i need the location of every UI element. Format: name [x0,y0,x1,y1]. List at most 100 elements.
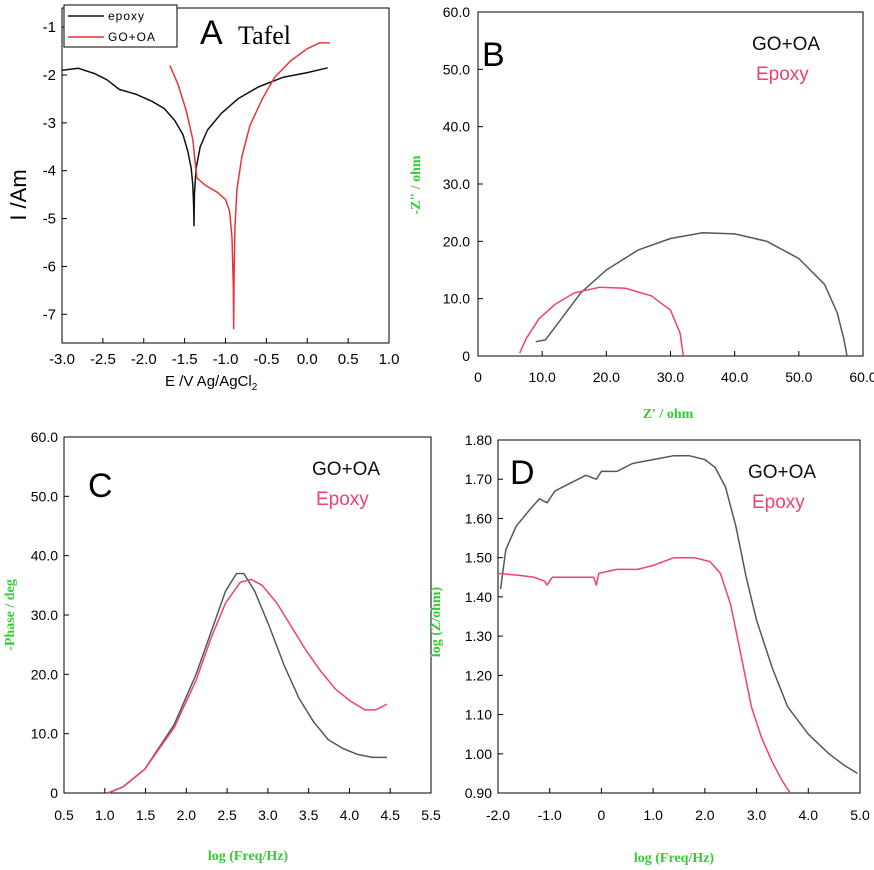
panel-a-series-go-oa [169,42,331,330]
panel-c-plot [107,572,388,794]
panel-a-xtick-label: -2.5 [90,351,116,368]
panel-d-xtick-label: -2.0 [486,807,510,823]
panel-d-xticks: -2.0 -1.0 0 1.0 2.0 3.0 4.0 5.0 [486,788,870,823]
panel-d-xtick-label: 0 [598,807,606,823]
panel-c-ylabel: -Phase / deg [3,579,18,651]
panel-c-xtick-label: 5.5 [421,807,441,823]
panel-b-series-go-oa [535,231,848,357]
panel-d-ytick-label: 1.30 [465,628,492,644]
panel-b-series-epoxy [519,286,685,357]
panel-a-legend-box [63,4,178,48]
panel-a-ylabel: I /Am [6,169,31,220]
panel-a-ytick-label: -4 [43,163,56,180]
panel-a-xtick-label: -3.0 [49,351,75,368]
panel-b-ytick-label: 40.0 [443,119,470,135]
panel-c-yticks: 0 10.0 20.0 30.0 40.0 50.0 60.0 [31,429,69,801]
panel-b-legend-epoxy: Epoxy [756,64,809,85]
panel-c-xtick-label: 3.0 [258,807,278,823]
panel-d-frame [497,439,861,794]
panel-a-ytick-label: -5 [43,211,56,228]
panel-d-ytick-label: 1.60 [465,510,492,526]
panel-b-xtick-label: 40.0 [721,369,748,385]
panel-c-xtick-label: 4.0 [340,807,360,823]
panel-d-plot [497,454,858,794]
panel-b-ytick-label: 10.0 [443,291,470,307]
panel-c-legend-go-oa: GO+OA [312,459,380,480]
panel-a: -3.0 -2.5 -2.0 -1.5 -1.0 -0.5 0.0 0.5 1.0 -1 -2 -3… [6,4,400,393]
panel-b-xtick-label: 50.0 [785,369,812,385]
panel-d-ylabel: log (Z/ohm) [429,586,444,657]
panel-d-xtick-label: -1.0 [538,807,562,823]
panel-d-xtick-label: 4.0 [799,807,819,823]
panel-b-ytick-label: 50.0 [443,61,470,77]
panel-b-letter: B [482,36,505,74]
panel-a-letter: A [200,14,223,52]
panel-c-xtick-label: 1.5 [136,807,156,823]
panel-d-ytick-label: 1.70 [465,471,492,487]
panel-a-ytick-label: -1 [43,19,56,36]
panel-c-ytick-label: 50.0 [31,488,58,504]
panel-a-series-epoxy [61,67,328,227]
panel-b-yticks: 0 10.0 20.0 30.0 40.0 50.0 60.0 [443,4,483,364]
panel-d-ytick-label: 1.00 [465,746,492,762]
panel-b-ytick-label: 60.0 [443,4,470,20]
panel-c-xticks: 0.5 1.0 1.5 2.0 2.5 3.0 3.5 4.0 4.5 5.5 [54,788,441,823]
panel-a-xtick-label: 0.0 [297,351,318,368]
panel-d-xtick-label: 1.0 [643,807,663,823]
panel-a-xtick-label: 0.5 [338,351,359,368]
panel-d-legend-epoxy: Epoxy [752,492,805,513]
panel-d-xtick-label: 5.0 [850,807,870,823]
panel-a-ytick-label: -6 [43,258,56,275]
panel-a-xlabel-main: E /V Ag/AgCl [165,373,252,390]
panel-b-ytick-label: 20.0 [443,233,470,249]
panel-c-series-epoxy [107,578,388,794]
panel-d-series-epoxy [497,556,791,794]
panel-c-ytick-label: 10.0 [31,726,58,742]
panel-b-ytick-label: 0 [462,348,470,364]
panel-c: 0.5 1.0 1.5 2.0 2.5 3.0 3.5 4.0 4.5 5.5 0 10.0 20.0… [3,429,441,864]
panel-b-legend-go-oa: GO+OA [752,34,820,55]
panel-c-series-go-oa [107,572,387,794]
panel-c-ytick-label: 60.0 [31,429,58,445]
panel-d-ytick-label: 1.50 [465,550,492,566]
panel-c-ytick-label: 40.0 [31,548,58,564]
panel-b-xlabel: Z' / ohm [643,407,694,422]
panel-c-xtick-label: 2.5 [217,807,237,823]
panel-c-frame [63,436,432,794]
panel-a-legend-label-go-oa: GO+OA [108,30,156,44]
panel-d-legend-go-oa: GO+OA [748,462,816,483]
panel-a-legend-label-epoxy: epoxy [108,9,145,23]
panel-a-xlabel-sub: 2 [252,382,258,393]
panel-d: -2.0 -1.0 0 1.0 2.0 3.0 4.0 5.0 0.90 1.00 1.10 1.2… [429,432,870,866]
panel-c-xlabel: log (Freq/Hz) [208,849,289,864]
panel-b-xticks: 0 10.0 20.0 30.0 40.0 50.0 60.0 [474,351,874,385]
panel-b-xtick-label: 0 [474,369,482,385]
panel-b: 0 10.0 20.0 30.0 40.0 50.0 60.0 0 10.0 20.0 30.0 4… [409,4,874,422]
panel-a-yticks: -1 -2 -3 -4 -5 -6 -7 [43,19,67,323]
panel-d-ytick-label: 0.90 [465,785,492,801]
panel-d-xlabel: log (Freq/Hz) [634,851,715,866]
panel-a-xtick-label: -1.5 [172,351,198,368]
panel-b-ylabel: -Z" / ohm [409,155,424,214]
panel-d-yticks: 0.90 1.00 1.10 1.20 1.30 1.40 1.50 1.60 1.70 1.80 [465,432,503,801]
panel-c-xtick-label: 0.5 [54,807,74,823]
panel-c-xtick-label: 2.0 [177,807,197,823]
panel-b-ytick-label: 30.0 [443,176,470,192]
panel-a-plot [61,42,331,330]
panel-d-ytick-label: 1.80 [465,432,492,448]
panel-d-xtick-label: 2.0 [695,807,715,823]
panel-d-ytick-label: 1.10 [465,707,492,723]
panel-b-xtick-label: 10.0 [529,369,556,385]
panel-a-xtick-label: -0.5 [253,351,279,368]
panel-a-ytick-label: -7 [43,306,56,323]
panel-a-xtick-label: 1.0 [379,351,400,368]
panel-d-xtick-label: 3.0 [747,807,767,823]
panel-c-ytick-label: 0 [50,785,58,801]
panel-c-letter: C [88,467,113,505]
panel-c-legend-epoxy: Epoxy [316,489,369,510]
panel-a-frame [61,7,390,344]
panel-a-ytick-label: -2 [43,67,56,84]
panel-b-xtick-label: 30.0 [657,369,684,385]
panel-a-ytick-label: -3 [43,115,56,132]
